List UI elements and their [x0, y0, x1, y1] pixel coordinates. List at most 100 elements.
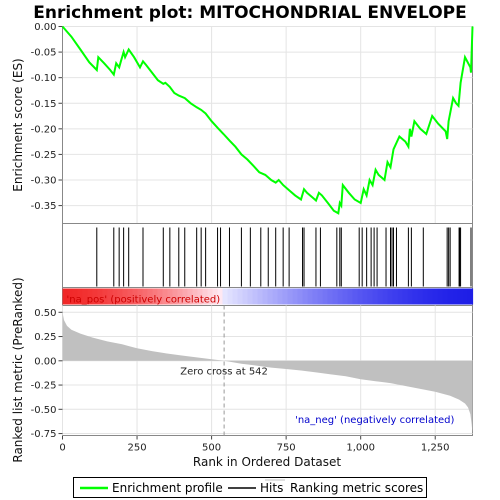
metric-y-tick-label: -0.50 [31, 405, 57, 416]
color-bar-segment [127, 288, 134, 305]
color-bar-segment [397, 288, 404, 305]
es-y-tick-label: -0.20 [31, 124, 57, 135]
color-bar-segment [82, 288, 89, 305]
color-bar-segment [267, 288, 274, 305]
color-bar-segment [217, 288, 224, 305]
legend-profile-label: Enrichment profile [112, 481, 223, 495]
color-bar-segment [212, 288, 219, 305]
color-bar-segment [342, 288, 349, 305]
es-plot-area [62, 26, 473, 224]
color-bar-segment [292, 288, 299, 305]
color-bar-segment [387, 288, 394, 305]
color-bar-segment [367, 288, 374, 305]
enrichment-profile-line [61, 25, 474, 215]
x-tick-label: 250 [127, 443, 146, 454]
color-bar-segment [92, 288, 99, 305]
color-bar-segment [192, 288, 199, 305]
color-bar-segment [312, 288, 319, 305]
x-tick-label: 500 [202, 443, 221, 454]
color-bar-segment [282, 288, 289, 305]
color-bar-segment [152, 288, 159, 305]
legend-hits-label: Hits [260, 481, 283, 495]
color-bar-segment [412, 288, 419, 305]
color-bar-segment [197, 288, 204, 305]
color-bar-segment [407, 288, 414, 305]
color-bar-segment [372, 288, 379, 305]
color-bar-segment [287, 288, 294, 305]
color-bar-segment [202, 288, 209, 305]
color-bar-segment [232, 288, 239, 305]
ranked-metric-panel: Zero cross at 542 'na_pos' (positively c… [11, 277, 473, 469]
legend-metric-label: Ranking metric scores [290, 481, 423, 495]
legend: Enrichment profile Hits Ranking metric s… [73, 477, 427, 498]
color-bar-segment [242, 288, 249, 305]
es-y-ticks: 0.00 -0.05 -0.10 -0.15 -0.20 -0.25 -0.30 -0.35 [31, 22, 63, 212]
color-bar-segment [432, 288, 439, 305]
color-bar-segment [427, 288, 434, 305]
color-bar-segment [77, 288, 84, 305]
enrichment-score-panel: 0.00-0.05-0.10-0.15-0.20-0.25-0.30-0.35 … [11, 22, 474, 224]
color-bar-segment [457, 288, 464, 305]
color-bar-segment [222, 288, 229, 305]
color-bar-segments [62, 288, 474, 305]
hit-markers [96, 227, 472, 287]
color-bar-segment [67, 288, 74, 305]
color-bar-segment [317, 288, 324, 305]
metric-y-tick-label: -0.25 [31, 381, 57, 392]
es-y-tick-label: -0.05 [31, 48, 57, 59]
color-bar-segment [467, 288, 474, 305]
x-axis-title: Rank in Ordered Dataset [193, 455, 341, 469]
color-bar-segment [347, 288, 354, 305]
color-bar-segment [147, 288, 154, 305]
metric-y-ticks: 0.50 0.25 0.00 -0.25 -0.50 -0.75 [31, 308, 63, 440]
es-y-tick-label: -0.25 [31, 150, 57, 161]
color-bar-segment [442, 288, 449, 305]
color-bar-segment [97, 288, 104, 305]
color-bar-segment [437, 288, 444, 305]
color-bar-segment [352, 288, 359, 305]
color-bar-segment [132, 288, 139, 305]
color-bar-segment [162, 288, 169, 305]
color-bar-segment [297, 288, 304, 305]
x-tick-label: 750 [277, 443, 296, 454]
color-bar-segment [337, 288, 344, 305]
metric-y-tick-label: 0.50 [34, 308, 56, 319]
color-bar-segment [107, 288, 114, 305]
color-bar-segment [247, 288, 254, 305]
color-bar-segment [327, 288, 334, 305]
es-y-tick-label: -0.30 [31, 176, 57, 187]
color-bar-segment [87, 288, 94, 305]
na-neg-label: 'na_neg' (negatively correlated) [295, 415, 454, 426]
color-bar-segment [307, 288, 314, 305]
color-bar-segment [332, 288, 339, 305]
rank-color-bar [62, 287, 474, 306]
color-bar-segment [262, 288, 269, 305]
color-bar-segment [72, 288, 79, 305]
color-bar-segment [452, 288, 459, 305]
color-bar-segment [142, 288, 149, 305]
color-bar-segment [117, 288, 124, 305]
color-bar-segment [227, 288, 234, 305]
color-bar-segment [277, 288, 284, 305]
color-bar-segment [362, 288, 369, 305]
color-bar-segment [447, 288, 454, 305]
color-bar-segment [172, 288, 179, 305]
color-bar-segment [392, 288, 399, 305]
color-bar-segment [322, 288, 329, 305]
na-pos-label: 'na_pos' (positively correlated) [67, 295, 221, 306]
color-bar-segment [302, 288, 309, 305]
chart-title: Enrichment plot: MITOCHONDRIAL ENVELOPE [33, 3, 466, 23]
color-bar-segment [377, 288, 384, 305]
color-bar-segment [207, 288, 214, 305]
es-y-tick-label: 0.00 [34, 22, 56, 33]
color-bar-segment [402, 288, 409, 305]
color-bar-segment [182, 288, 189, 305]
color-bar-segment [252, 288, 259, 305]
color-bar-segment [177, 288, 184, 305]
x-tick-label: 1,000 [346, 443, 375, 454]
hits-panel [62, 223, 473, 288]
metric-y-tick-label: 0.25 [34, 332, 56, 343]
color-bar-segment [462, 288, 469, 305]
color-bar-segment [237, 288, 244, 305]
